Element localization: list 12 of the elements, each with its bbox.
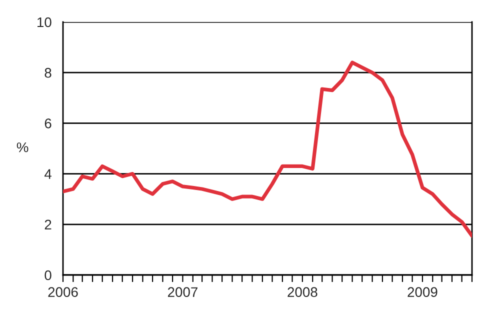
x-tick-label: 2006 bbox=[48, 287, 78, 298]
y-tick-label: 10 bbox=[38, 17, 52, 28]
y-tick-label: 4 bbox=[44, 169, 52, 179]
y-axis-title: % bbox=[16, 142, 28, 152]
x-tick-label: 2008 bbox=[288, 287, 318, 298]
y-tick-label: 0 bbox=[44, 270, 52, 280]
x-tick-label: 2007 bbox=[168, 287, 198, 298]
y-tick-label: 6 bbox=[44, 118, 52, 128]
x-tick-label: 2009 bbox=[408, 287, 438, 298]
line-series bbox=[63, 60, 472, 238]
y-tick-label: 2 bbox=[44, 220, 52, 230]
y-tick-label: 8 bbox=[44, 68, 52, 78]
